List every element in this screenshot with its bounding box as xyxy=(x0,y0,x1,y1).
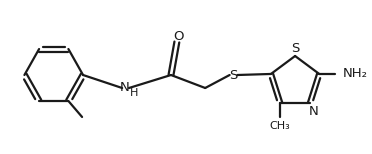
Text: H: H xyxy=(130,88,138,98)
Text: S: S xyxy=(291,41,299,55)
Text: O: O xyxy=(174,30,184,43)
Text: NH₂: NH₂ xyxy=(343,67,368,81)
Text: S: S xyxy=(230,69,238,81)
Text: CH₃: CH₃ xyxy=(270,121,291,131)
Text: N: N xyxy=(120,81,130,93)
Text: N: N xyxy=(309,105,319,118)
